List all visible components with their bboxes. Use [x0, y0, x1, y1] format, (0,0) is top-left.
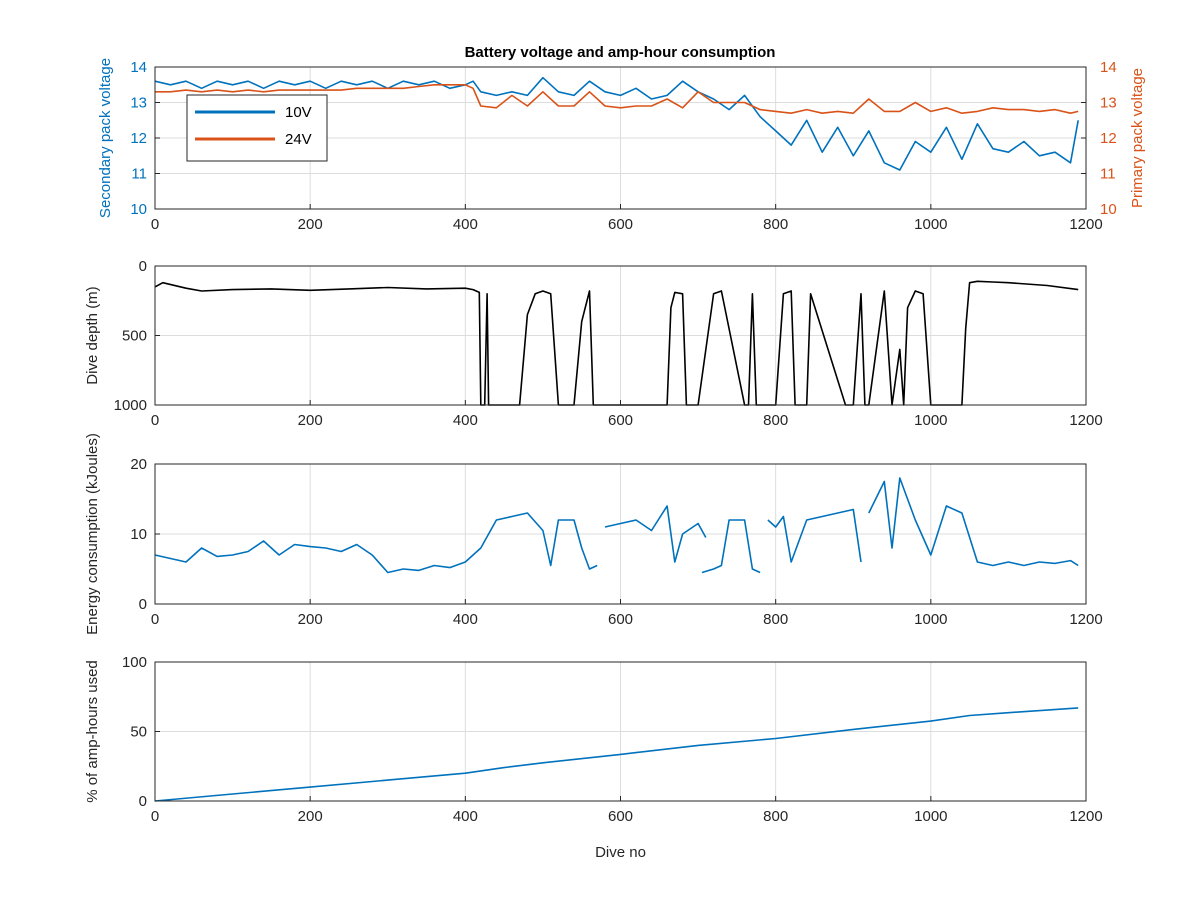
y-right-tick-label: 13 [1100, 95, 1117, 112]
y-tick-label: 0 [139, 596, 147, 613]
y-right-tick-label: 14 [1100, 59, 1117, 76]
x-tick-label: 200 [298, 216, 323, 233]
y-tick-label: 100 [122, 654, 147, 671]
x-tick-label: 800 [763, 808, 788, 825]
y-tick-label: 11 [131, 166, 147, 183]
y-axis-label: % of amp-hours used [84, 660, 101, 803]
x-tick-label: 200 [298, 808, 323, 825]
x-tick-label: 1200 [1069, 808, 1102, 825]
x-tick-label: 1200 [1069, 412, 1102, 429]
x-tick-label: 0 [151, 216, 159, 233]
y-right-tick-label: 10 [1100, 201, 1117, 218]
chart-panel-1: 0 200 400 600 800 1000 12001011121314101112131… [97, 58, 1146, 233]
x-tick-label: 600 [608, 808, 633, 825]
y-tick-label: 0 [139, 793, 147, 810]
y-axis-label: Dive depth (m) [84, 286, 101, 384]
series-line-4-1 [154, 707, 1079, 802]
legend-label: 24V [285, 131, 312, 148]
y-tick-label: 10 [130, 526, 147, 543]
y-tick-label: 14 [130, 59, 147, 76]
chart-panel-2: 0 200 400 600 800 1000 1200 0 500 1000 Dive depth … [84, 258, 1103, 429]
x-tick-label: 1000 [914, 412, 947, 429]
y-tick-label: 13 [130, 95, 147, 112]
y-tick-label: 50 [130, 724, 147, 741]
chart-panel-3: 0 200 400 600 800 1000 1200 0 10 20 Energy consump… [84, 433, 1103, 635]
y-tick-label: 20 [130, 456, 147, 473]
x-tick-label: 400 [453, 611, 478, 628]
x-tick-label: 400 [453, 808, 478, 825]
x-tick-label: 200 [298, 412, 323, 429]
x-tick-label: 1000 [914, 808, 947, 825]
x-tick-label: 600 [608, 412, 633, 429]
x-tick-label: 400 [453, 216, 478, 233]
y-tick-label: 1000 [114, 397, 147, 414]
x-tick-label: 800 [763, 412, 788, 429]
y-axis-label: Energy consumption (kJoules) [84, 433, 101, 635]
x-tick-label: 1000 [914, 611, 947, 628]
y-tick-label: 0 [139, 258, 147, 275]
y-tick-label: 12 [130, 130, 147, 147]
x-tick-label: 600 [608, 611, 633, 628]
x-axis-label: Dive no [595, 844, 646, 861]
x-tick-label: 200 [298, 611, 323, 628]
x-tick-label: 1000 [914, 216, 947, 233]
y-right-tick-label: 11 [1100, 166, 1116, 183]
legend: 10V 24V [186, 94, 328, 162]
y-axis-label: Secondary pack voltage [97, 58, 114, 218]
x-tick-label: 800 [763, 611, 788, 628]
x-tick-label: 0 [151, 412, 159, 429]
y-tick-label: 500 [122, 328, 147, 345]
x-tick-label: 1200 [1069, 216, 1102, 233]
x-tick-label: 800 [763, 216, 788, 233]
y-right-axis-label: Primary pack voltage [1129, 68, 1146, 208]
legend-box [186, 94, 328, 162]
x-tick-label: 0 [151, 611, 159, 628]
chart-panel-4: 0 200 400 600 800 1000 1200 0 50 100 % of amp-hour… [84, 654, 1103, 861]
y-right-tick-label: 12 [1100, 130, 1117, 147]
x-tick-label: 0 [151, 808, 159, 825]
y-tick-label: 10 [130, 201, 147, 218]
chart-title: Battery voltage and amp-hour consumption [465, 44, 776, 61]
legend-label: 10V [285, 104, 312, 121]
x-tick-label: 400 [453, 412, 478, 429]
series-line-3-1 [154, 477, 1079, 574]
series-line-24v [155, 84, 1079, 114]
x-tick-label: 600 [608, 216, 633, 233]
series-line-10v [154, 76, 1079, 171]
x-tick-label: 1200 [1069, 611, 1102, 628]
